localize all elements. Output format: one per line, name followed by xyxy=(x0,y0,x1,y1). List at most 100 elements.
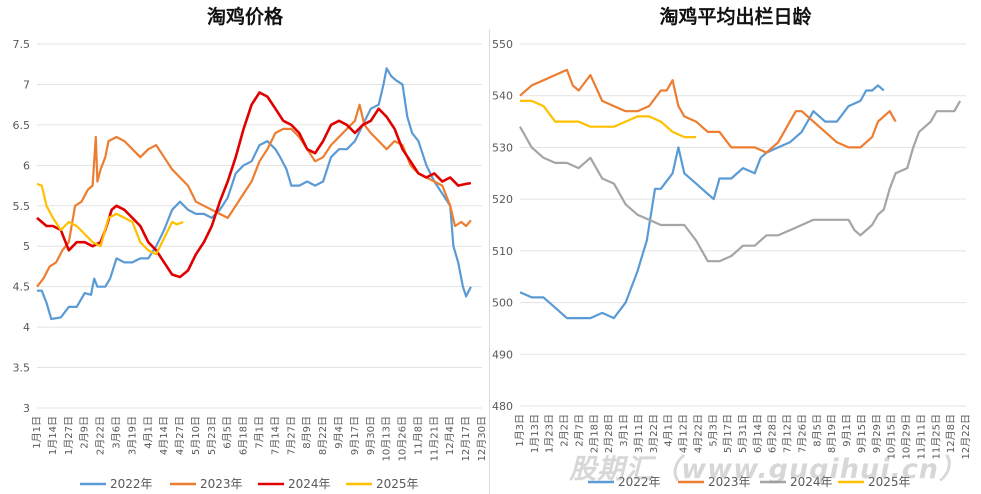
x-tick-label: 7月27日 xyxy=(285,416,297,455)
panel-divider xyxy=(489,30,490,494)
x-tick-label: 3月1日 xyxy=(618,414,630,447)
x-tick-label: 1月23日 xyxy=(544,414,556,453)
x-tick-label: 12月30日 xyxy=(476,416,488,461)
x-tick-label: 4月1日 xyxy=(663,414,675,447)
series-line-2022年 xyxy=(519,84,885,320)
y-tick-label: 7.5 xyxy=(13,38,31,51)
y-tick-label: 530 xyxy=(492,141,513,154)
x-tick-label: 1月13日 xyxy=(529,414,541,453)
x-tick-label: 4月14日 xyxy=(158,416,170,455)
y-tick-label: 490 xyxy=(492,348,513,361)
right-chart-title: 淘鸡平均出栏日龄 xyxy=(659,6,812,28)
x-tick-label: 9月15日 xyxy=(856,414,868,453)
x-tick-label: 2月9日 xyxy=(79,416,91,449)
x-tick-label: 7月1日 xyxy=(254,416,266,449)
x-tick-label: 9月30日 xyxy=(365,416,377,455)
x-tick-label: 1月3日 xyxy=(514,414,526,447)
x-tick-label: 10月13日 xyxy=(381,416,393,461)
legend-label: 2023年 xyxy=(200,477,243,491)
x-tick-label: 4月22日 xyxy=(692,414,704,453)
series-line-2022年 xyxy=(37,67,472,321)
right-chart-panel: 淘鸡平均出栏日龄 480 490 500 510 520 530 540 550 1月3日 1月1… xyxy=(490,0,981,494)
x-tick-label: 9月1日 xyxy=(841,414,853,447)
x-tick-label: 2月7日 xyxy=(573,414,585,447)
x-tick-label: 7月26日 xyxy=(796,414,808,453)
y-tick-label: 3 xyxy=(23,402,30,415)
y-tick-label: 540 xyxy=(492,90,513,103)
x-tick-label: 3月11日 xyxy=(633,414,645,453)
x-tick-label: 2月28日 xyxy=(603,414,615,453)
x-tick-label: 8月22日 xyxy=(317,416,329,455)
x-tick-label: 1月27日 xyxy=(63,416,75,455)
x-tick-label: 5月31日 xyxy=(737,414,749,453)
x-tick-label: 6月5日 xyxy=(222,416,234,449)
left-chart-title: 淘鸡价格 xyxy=(206,6,283,28)
y-tick-label: 5 xyxy=(23,240,30,253)
x-tick-label: 2月2日 xyxy=(559,414,571,447)
x-tick-label: 5月10日 xyxy=(190,416,202,455)
x-tick-label: 4月1日 xyxy=(142,416,154,449)
series-line-2023年 xyxy=(36,103,472,288)
x-tick-label: 9月29日 xyxy=(871,414,883,453)
legend-label: 2022年 xyxy=(618,475,661,489)
series-line-2023年 xyxy=(519,68,897,154)
x-tick-label: 3月19日 xyxy=(126,416,138,455)
legend-label: 2023年 xyxy=(708,475,751,489)
x-tick-label: 10月15日 xyxy=(886,414,898,459)
y-tick-label: 480 xyxy=(492,400,513,413)
y-tick-label: 510 xyxy=(492,245,513,258)
y-tick-label: 520 xyxy=(492,193,513,206)
x-tick-label: 1月14日 xyxy=(47,416,59,455)
legend-label: 2024年 xyxy=(288,477,331,491)
y-tick-label: 4.5 xyxy=(13,281,31,294)
x-tick-label: 6月14日 xyxy=(752,414,764,453)
x-tick-label: 4月12日 xyxy=(678,414,690,453)
x-tick-label: 11月11日 xyxy=(915,414,927,459)
x-tick-label: 11月21日 xyxy=(428,416,440,461)
series-line-2025年 xyxy=(36,182,184,256)
x-tick-label: 5月17日 xyxy=(722,414,734,453)
x-tick-label: 1月1日 xyxy=(31,416,43,449)
series-line-2025年 xyxy=(520,99,697,139)
x-tick-label: 11月25日 xyxy=(930,414,942,459)
x-tick-label: 7月14日 xyxy=(269,416,281,455)
x-tick-label: 5月3日 xyxy=(707,414,719,447)
x-tick-label: 10月26日 xyxy=(397,416,409,461)
x-tick-label: 2月18日 xyxy=(588,414,600,453)
x-tick-label: 5月23日 xyxy=(206,416,218,455)
legend-label: 2025年 xyxy=(376,477,419,491)
x-tick-label: 8月9日 xyxy=(301,416,313,449)
x-tick-label: 11月8日 xyxy=(412,416,424,455)
x-tick-label: 10月29日 xyxy=(901,414,913,459)
y-tick-label: 4 xyxy=(23,321,30,334)
legend-label: 2022年 xyxy=(110,477,153,491)
x-tick-label: 12月17日 xyxy=(460,416,472,461)
x-tick-label: 3月6日 xyxy=(110,416,122,449)
x-tick-label: 2月22日 xyxy=(95,416,107,455)
x-tick-label: 6月18日 xyxy=(238,416,250,455)
x-tick-label: 4月27日 xyxy=(174,416,186,455)
y-tick-label: 6 xyxy=(23,159,30,172)
y-tick-label: 5.5 xyxy=(13,200,31,213)
series-line-2024年 xyxy=(36,91,472,279)
x-tick-label: 6月28日 xyxy=(767,414,779,453)
y-tick-label: 3.5 xyxy=(13,362,31,375)
y-tick-label: 500 xyxy=(492,297,513,310)
x-tick-label: 9月4日 xyxy=(333,416,345,449)
x-tick-label: 8月5日 xyxy=(811,414,823,447)
y-tick-label: 6.5 xyxy=(13,119,31,132)
x-tick-label: 7月12日 xyxy=(782,414,794,453)
legend-label: 2025年 xyxy=(868,475,911,489)
x-tick-label: 12月8日 xyxy=(945,414,957,453)
watermark-text: 股期汇（www.guqihui.cn） xyxy=(569,454,967,485)
x-tick-label: 12月4日 xyxy=(444,416,456,455)
y-tick-label: 7 xyxy=(23,78,30,91)
x-tick-label: 3月22日 xyxy=(648,414,660,453)
x-tick-label: 12月22日 xyxy=(960,414,972,459)
x-tick-label: 8月19日 xyxy=(826,414,838,453)
series-line-2024年 xyxy=(519,100,962,263)
y-tick-label: 550 xyxy=(492,38,513,51)
left-chart-panel: 淘鸡价格 3 3.5 4 4.5 5 5.5 6 6.5 7 7.5 1月1日 1月14日 1月27日 2… xyxy=(0,0,490,494)
legend-label: 2024年 xyxy=(790,475,833,489)
